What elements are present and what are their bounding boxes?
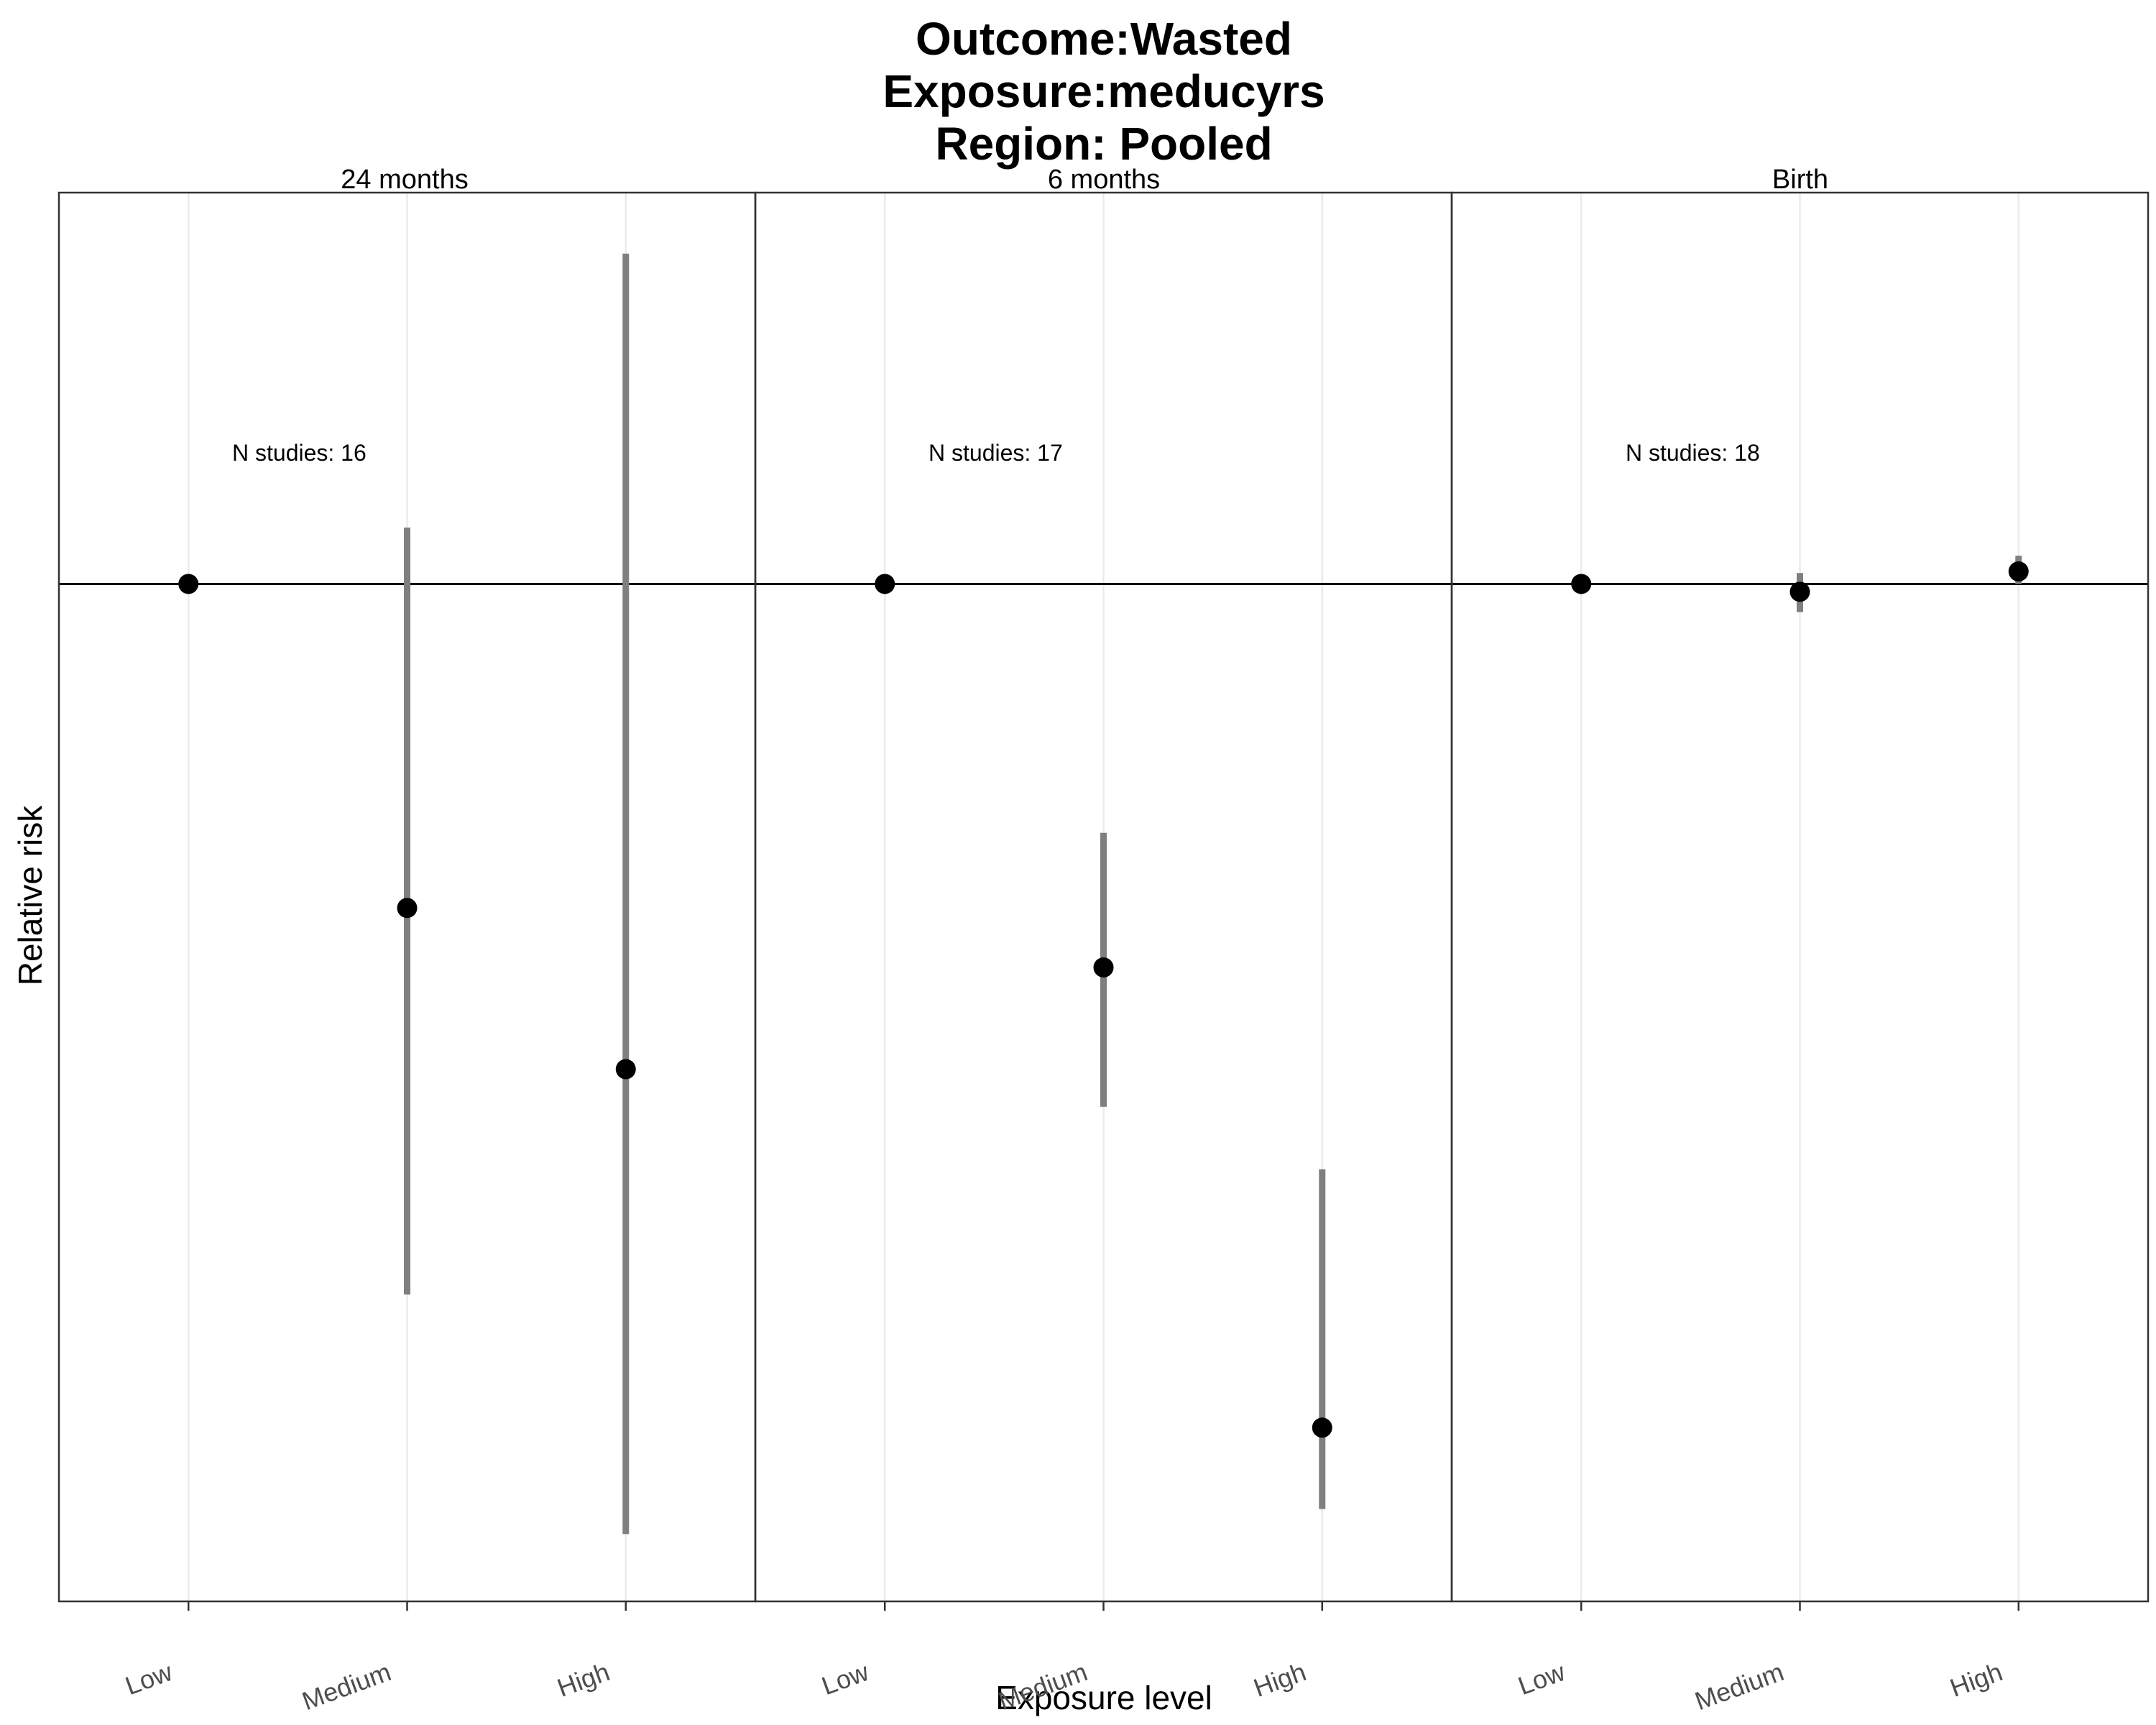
x-tick-label: Low xyxy=(1514,1657,1570,1701)
data-point xyxy=(1789,581,1810,602)
data-point xyxy=(875,574,895,594)
x-tick-label: Medium xyxy=(1691,1657,1787,1716)
chart-title-line-1: Outcome:Wasted xyxy=(916,13,1292,65)
data-point xyxy=(397,898,418,919)
facet-6-months: 6 months N studies: 17 xyxy=(929,165,1160,466)
data-point xyxy=(1571,574,1592,594)
facet-strip-label: 6 months xyxy=(1048,165,1160,195)
data-point xyxy=(615,1059,636,1080)
facet-birth: Birth N studies: 18 xyxy=(1626,165,1828,466)
data-point xyxy=(1093,957,1114,978)
data-point xyxy=(1312,1417,1332,1438)
x-tick-label: Low xyxy=(818,1657,873,1701)
plot-area: Low Medium High Low Medium High Low Medium High xyxy=(57,191,2150,1716)
n-studies-annotation: N studies: 17 xyxy=(929,440,1063,466)
n-studies-annotation: N studies: 18 xyxy=(1626,440,1760,466)
data-point xyxy=(2008,561,2029,582)
x-axis-title: Exposure level xyxy=(995,1679,1212,1716)
x-tick-label: High xyxy=(553,1657,614,1703)
x-tick-label: Low xyxy=(121,1657,177,1701)
facet-strip-label: Birth xyxy=(1772,165,1828,195)
chart-title: Outcome:Wasted Exposure:meducyrs Region:… xyxy=(883,13,1325,170)
x-tick-label: High xyxy=(1946,1657,2007,1703)
n-studies-annotation: N studies: 16 xyxy=(232,440,367,466)
facet-24-months: 24 months N studies: 16 xyxy=(232,165,469,466)
x-tick-label: High xyxy=(1250,1657,1310,1703)
x-tick-label: Medium xyxy=(298,1657,395,1716)
facet-strip-label: 24 months xyxy=(341,165,468,195)
chart-title-line-2: Exposure:meducyrs xyxy=(883,65,1325,117)
chart-title-line-3: Region: Pooled xyxy=(935,118,1272,170)
y-axis-title: Relative risk xyxy=(11,805,49,986)
data-point xyxy=(178,574,199,594)
